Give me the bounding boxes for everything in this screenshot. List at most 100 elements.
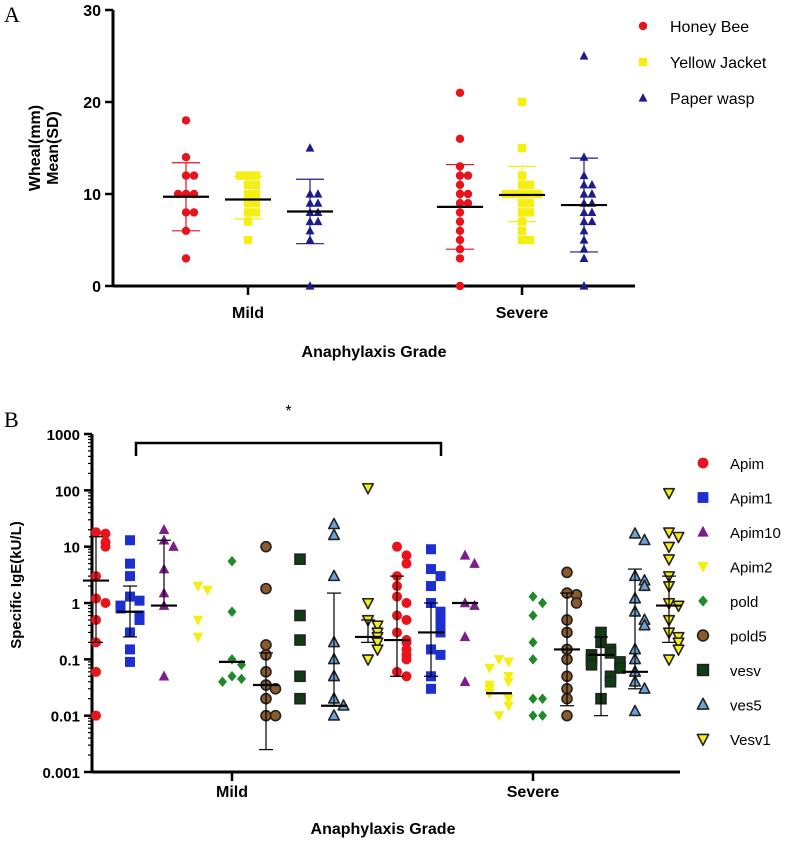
panel-b-pold-severe-point xyxy=(528,637,538,648)
panel-b-ves5-severe-point xyxy=(628,704,642,717)
panel-b-ves5-severe-point xyxy=(638,533,651,546)
panel-b-vesv1-severe-point xyxy=(662,541,676,554)
panel-a-ytick-label-0: 0 xyxy=(92,279,101,296)
panel-b-pold5-mild-point xyxy=(269,682,282,695)
panel-a-xlabel: Anaphylaxis Grade xyxy=(302,344,447,361)
panel-b-pold5-severe-point xyxy=(561,709,573,722)
panel-b-vesv1-mild-point xyxy=(361,597,375,610)
panel-b-apim10-severe-point xyxy=(469,599,480,610)
legend-b-marker-pold5 xyxy=(696,629,710,642)
panel-b-pold5-mild-point xyxy=(260,639,272,651)
panel-b-apim1-mild-point xyxy=(125,535,135,546)
panel-a-axes: 0 10 20 30 Mild Severe xyxy=(83,3,635,322)
panel-b-apim-mild-point xyxy=(91,666,101,677)
panel-b-vesv-mild-point xyxy=(294,692,306,705)
legend-a-label-paper-wasp: Paper wasp xyxy=(670,91,755,108)
panel-b-apim2-severe-point xyxy=(493,711,505,722)
panel-b-pold5-mild-point xyxy=(260,540,272,553)
panel-b-pold-mild-point xyxy=(227,671,237,682)
panel-b-apim-severe-point xyxy=(401,550,412,561)
legend-b-label-pold: pold xyxy=(730,594,758,611)
panel-b-ylabel: Specific IgE(kU/L) xyxy=(8,521,25,649)
panel-a-paper-wasp-severe-point xyxy=(587,207,597,216)
panel-a-yellow-jacket-severe-point xyxy=(525,199,535,208)
panel-b-pold-mild-point xyxy=(227,556,237,567)
panel-b-significance-label: * xyxy=(285,403,291,420)
legend-b-label-ves5: ves5 xyxy=(730,698,762,715)
panel-b-apim1-severe-point xyxy=(435,614,446,625)
panel-b-apim-mild-point xyxy=(100,598,111,608)
panel-a-paper-wasp-mild-point xyxy=(313,198,323,207)
panel-b-ves5-mild-point xyxy=(327,528,341,541)
legend-a-label-yellow-jacket: Yellow Jacket xyxy=(670,55,767,72)
panel-a-paper-wasp-mild-point xyxy=(313,189,323,198)
panel-b-ytick-label-4: 10 xyxy=(63,540,80,557)
panel-b-apim-mild-point xyxy=(91,527,101,538)
panel-b-ytick-label-6: 1000 xyxy=(47,427,80,444)
panel-a-honey-bee-severe-point xyxy=(463,171,473,180)
panel-b-apim-severe-point xyxy=(401,654,412,665)
panel-a-ylabel-line2: Mean(SD) xyxy=(45,111,62,185)
panel-b-ves5-severe-point xyxy=(638,682,651,694)
panel-b-apim10-mild-point xyxy=(168,540,179,551)
panel-a-ytick-label-10: 10 xyxy=(83,187,101,204)
panel-a-paper-wasp-mild-point xyxy=(305,281,315,290)
panel-b-pold5-mild-point xyxy=(260,582,272,595)
panel-b-vesv-mild-point xyxy=(294,634,306,646)
legend-a-marker-yellow-jacket xyxy=(638,57,648,67)
panel-a-honey-bee-severe-point xyxy=(455,134,465,143)
panel-b-apim10-severe-point xyxy=(459,549,471,560)
panel-b-apim1-mild-point xyxy=(115,603,126,614)
panel-a: A 0 10 20 30 Mild Severe Honey Bee Yellow Jack… xyxy=(4,2,767,361)
panel-b-apim-severe-point xyxy=(392,541,402,552)
panel-b-pold5-severe-point xyxy=(561,566,573,579)
panel-b-xlabel: Anaphylaxis Grade xyxy=(311,821,456,838)
panel-a-paper-wasp-severe-point xyxy=(587,216,597,226)
panel-b-apim1-mild-point xyxy=(134,595,145,606)
panel-a-ylabel-line1: Wheal(mm) xyxy=(27,105,44,191)
legend-b-marker-ves5 xyxy=(696,697,710,710)
panel-b-marks xyxy=(83,482,685,751)
panel-b-vesv1-mild-point xyxy=(361,482,375,495)
panel-b-ves5-severe-point xyxy=(638,579,651,592)
panel-b-pold-severe-point xyxy=(538,597,547,609)
panel-b-xtick-label-severe: Severe xyxy=(507,784,560,801)
panel-b-vesv-mild-point xyxy=(294,670,306,683)
legend-a-label-honey-bee: Honey Bee xyxy=(670,19,749,36)
panel-a-paper-wasp-mild-point xyxy=(305,143,315,152)
panel-a-paper-wasp-severe-point xyxy=(579,281,589,290)
panel-b-pold-mild-point xyxy=(218,676,227,688)
panel-a-yellow-jacket-mild-point xyxy=(243,235,253,245)
legend-b-label-apim1: Apim1 xyxy=(730,491,773,508)
panel-b-vesv1-mild-point xyxy=(361,654,375,666)
panel-b-vesv1-severe-point xyxy=(672,644,685,656)
panel-b-ves5-severe-point xyxy=(638,618,651,631)
legend-b-marker-apim2 xyxy=(697,561,709,573)
panel-b-vesv-severe-point xyxy=(595,626,607,639)
panel-b-ves5-severe-point xyxy=(628,527,642,539)
panel-a-honey-bee-severe-point xyxy=(455,88,465,98)
panel-a-honey-bee-severe-point xyxy=(463,189,473,199)
panel-a-honey-bee-mild-point xyxy=(181,153,191,162)
panel-a-yellow-jacket-severe-point xyxy=(525,208,535,217)
panel-a-yellow-jacket-mild-point xyxy=(235,171,245,180)
panel-a-honey-bee-severe-point xyxy=(455,281,465,291)
panel-b-apim1-severe-point xyxy=(426,544,436,555)
panel-b-vesv-severe-point xyxy=(614,662,626,674)
panel-a-honey-bee-mild-point xyxy=(181,116,191,125)
panel-b-apim1-severe-point xyxy=(435,606,446,617)
panel-b-vesv1-severe-point xyxy=(662,654,676,666)
legend-b-label-pold5: pold5 xyxy=(730,629,767,646)
panel-b-vesv1-mild-point xyxy=(371,620,384,632)
panel-a-yellow-jacket-severe-point xyxy=(517,235,527,245)
panel-b-pold-severe-point xyxy=(538,693,547,704)
panel-b-apim1-mild-point xyxy=(125,571,135,582)
panel-a-yellow-jacket-mild-point xyxy=(243,217,253,226)
panel-a-yellow-jacket-mild-point xyxy=(251,208,261,217)
panel-b-vesv1-severe-point xyxy=(662,527,676,539)
panel-b-vesv-mild-point xyxy=(294,553,306,565)
legend-b-label-apim2: Apim2 xyxy=(730,560,773,577)
panel-b-apim10-mild-point xyxy=(158,523,170,534)
panel-a-yellow-jacket-severe-point xyxy=(517,226,527,235)
